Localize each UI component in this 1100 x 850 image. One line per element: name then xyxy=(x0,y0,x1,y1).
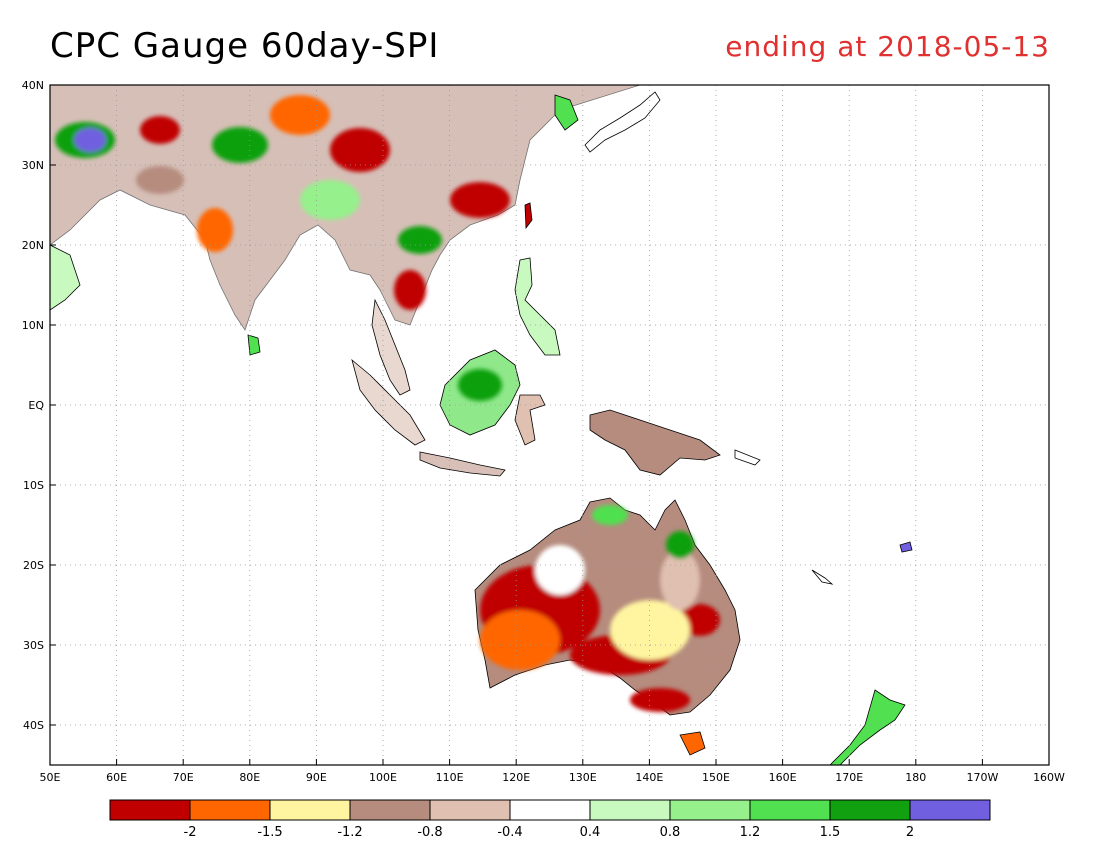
new-guinea xyxy=(589,409,721,476)
colorbar-swatch xyxy=(429,799,511,821)
colorbar-swatch xyxy=(749,799,831,821)
philippines xyxy=(514,257,561,356)
lon-tick-label: 110E xyxy=(436,771,464,784)
colorbar-label: 1.5 xyxy=(820,825,841,840)
colorbar-label: -1.5 xyxy=(257,825,282,840)
lon-tick-label: 60E xyxy=(106,771,127,784)
map-subtitle: ending at 2018-05-13 xyxy=(725,30,1050,63)
lon-tick-label: 170W xyxy=(966,771,998,784)
colorbar-label: -1.2 xyxy=(337,825,362,840)
colorbar-label: -0.4 xyxy=(497,825,522,840)
land-layer xyxy=(50,85,913,765)
arabia-edge xyxy=(50,244,81,311)
lat-tick-label: 10N xyxy=(22,319,44,332)
new-caledonia xyxy=(811,569,834,585)
japan xyxy=(584,91,661,153)
colorbar-swatch xyxy=(509,799,591,821)
colorbar-swatch xyxy=(189,799,271,821)
colorbar-swatch xyxy=(109,799,191,821)
colorbar-swatch xyxy=(669,799,751,821)
axis-ticks: 50E 60E 70E 80E 90E 100E 110E 120E 130E 140E 150E 1… xyxy=(22,79,1065,784)
lon-tick-label: 170E xyxy=(835,771,863,784)
colorbar-label: -2 xyxy=(184,825,197,840)
colorbar-label: 0.4 xyxy=(580,825,601,840)
sumatra xyxy=(351,358,426,446)
sri-lanka xyxy=(247,334,261,356)
lat-tick-label: EQ xyxy=(28,399,44,412)
lon-tick-label: 160E xyxy=(769,771,797,784)
colorbar-swatch xyxy=(269,799,351,821)
map-frame xyxy=(49,84,1050,766)
korea xyxy=(554,94,579,131)
lat-tick-label: 30S xyxy=(23,639,44,652)
colorbar-label: 1.2 xyxy=(740,825,761,840)
lon-tick-label: 120E xyxy=(502,771,530,784)
lon-tick-label: 50E xyxy=(40,771,61,784)
fiji xyxy=(899,541,913,553)
colorbar-label: -0.8 xyxy=(417,825,442,840)
sulawesi xyxy=(514,394,546,446)
lon-tick-label: 180 xyxy=(905,771,926,784)
new-zealand xyxy=(829,689,906,765)
taiwan xyxy=(524,202,533,230)
lon-tick-label: 70E xyxy=(173,771,194,784)
map-title: CPC Gauge 60day-SPI xyxy=(50,26,440,66)
lat-tick-label: 30N xyxy=(22,159,44,172)
tasmania xyxy=(679,731,706,756)
colorbar-label: 0.8 xyxy=(660,825,681,840)
lon-tick-label: 160W xyxy=(1033,771,1065,784)
malay-peninsula xyxy=(371,298,411,396)
lon-tick-label: 140E xyxy=(635,771,663,784)
lat-tick-label: 40N xyxy=(22,79,44,92)
lon-tick-label: 130E xyxy=(569,771,597,784)
lon-tick-label: 100E xyxy=(369,771,397,784)
colorbar-swatch xyxy=(589,799,671,821)
lat-tick-label: 20N xyxy=(22,239,44,252)
lat-tick-label: 10S xyxy=(23,479,44,492)
solomon-islands xyxy=(734,449,761,466)
lon-tick-label: 150E xyxy=(702,771,730,784)
colorbar: -2 -1.5 -1.2 -0.8 -0.4 0.4 0.8 1.2 1.5 2 xyxy=(109,799,991,840)
lat-tick-label: 20S xyxy=(23,559,44,572)
java xyxy=(419,451,506,477)
colorbar-swatch xyxy=(349,799,431,821)
grid-lines xyxy=(50,85,1049,765)
lat-tick-label: 40S xyxy=(23,719,44,732)
lon-tick-label: 90E xyxy=(306,771,327,784)
lon-tick-label: 80E xyxy=(239,771,260,784)
colorbar-label: 2 xyxy=(906,825,914,840)
colorbar-swatch xyxy=(909,799,991,821)
colorbar-swatch xyxy=(829,799,911,821)
